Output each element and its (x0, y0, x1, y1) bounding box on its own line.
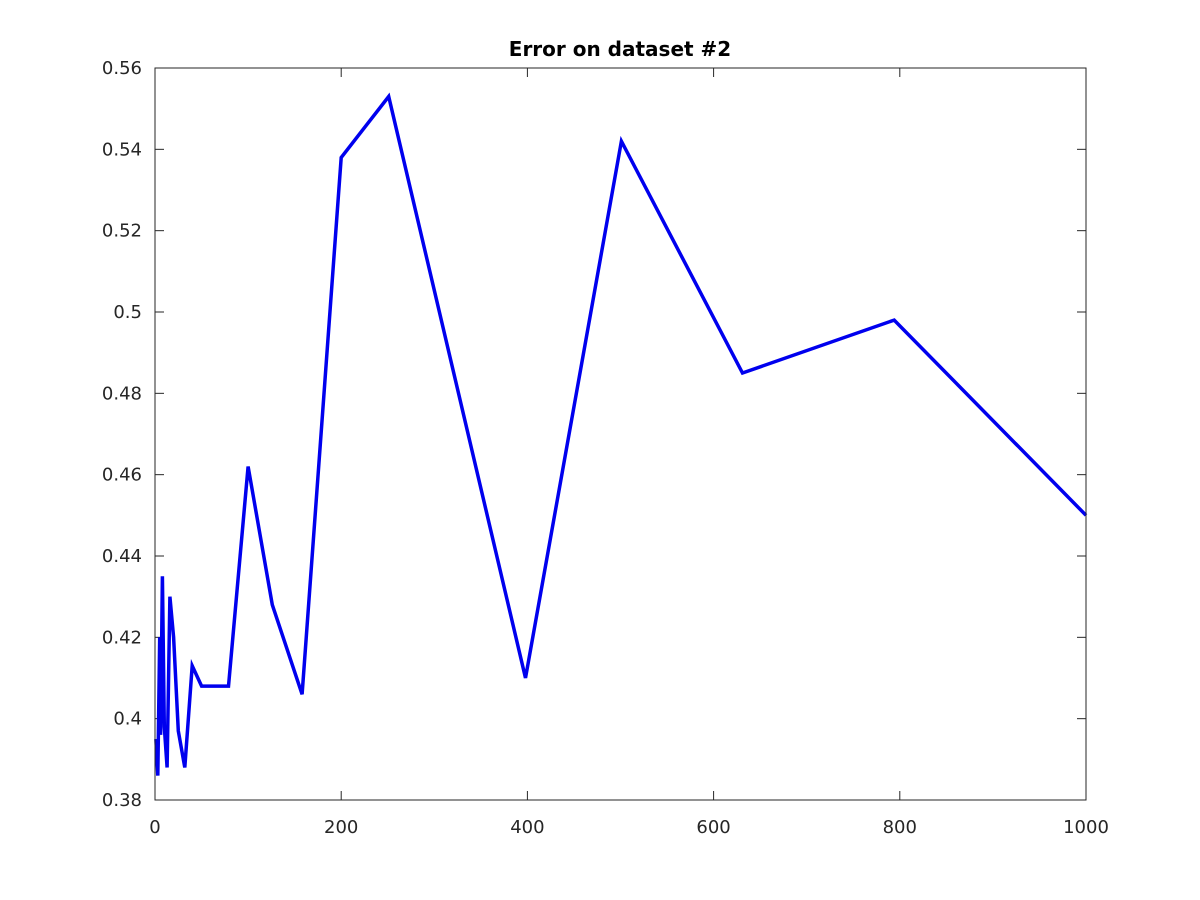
chart-title: Error on dataset #2 (509, 37, 731, 61)
x-tick-label: 1000 (1063, 817, 1109, 838)
x-tick-label: 0 (149, 817, 160, 838)
plot-area (155, 68, 1086, 800)
y-tick-label: 0.46 (102, 465, 142, 486)
x-tick-label: 800 (883, 817, 917, 838)
x-tick-label: 400 (510, 817, 544, 838)
y-tick-label: 0.54 (102, 139, 142, 160)
y-tick-label: 0.48 (102, 383, 142, 404)
y-tick-label: 0.4 (113, 709, 142, 730)
series-layer (154, 92, 1088, 776)
ticks-layer: 0 200 400 600 800 1000 0.38 0.4 0.42 0.44 0.46 0.48… (102, 58, 1109, 838)
y-tick-label: 0.38 (102, 790, 142, 811)
y-tick-label: 0.44 (102, 546, 142, 567)
y-tick-label: 0.5 (113, 302, 142, 323)
x-tick-label: 200 (324, 817, 358, 838)
y-tick-label: 0.56 (102, 58, 142, 79)
axes-box (154, 67, 1087, 801)
x-tick-label: 600 (696, 817, 730, 838)
y-tick-label: 0.42 (102, 627, 142, 648)
y-tick-label: 0.52 (102, 221, 142, 242)
series-line (154, 92, 1088, 776)
